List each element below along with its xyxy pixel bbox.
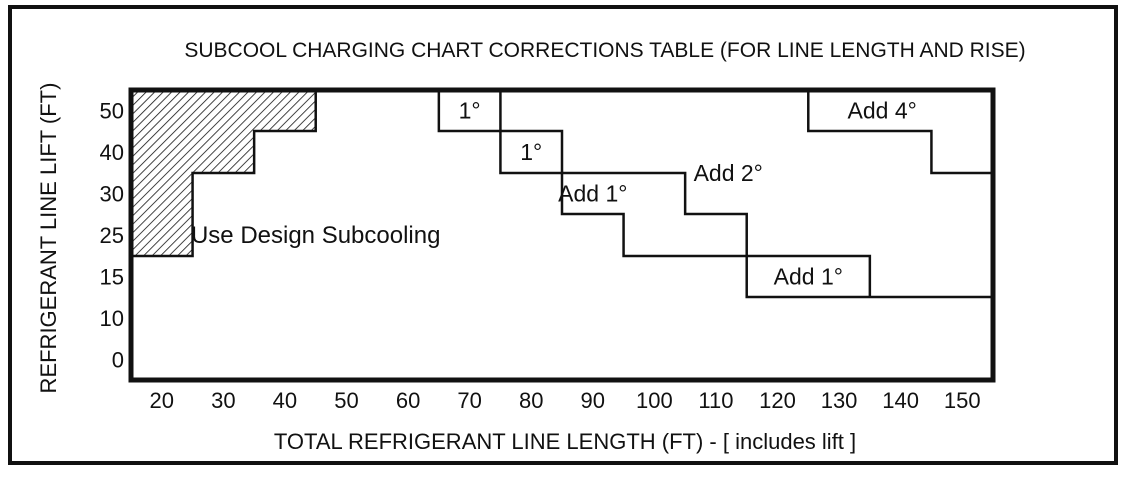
y-tick-label: 25 (100, 223, 124, 248)
region-label: 1° (459, 98, 481, 124)
excluded-region-block-3 (131, 173, 193, 256)
y-tick-label: 15 (100, 265, 124, 290)
y-axis-label: REFRIGERANT LINE LIFT (FT) (36, 83, 61, 394)
chart-title: SUBCOOL CHARGING CHART CORRECTIONS TABLE… (184, 39, 1025, 62)
y-tick-label: 40 (100, 140, 124, 165)
x-tick-label: 110 (698, 388, 733, 413)
y-tick-label: 50 (100, 99, 124, 124)
excluded-region-block-2 (131, 131, 255, 173)
excluded-region-outline (129, 88, 317, 258)
region-label: 1° (520, 139, 542, 165)
x-axis-ticks: 20 30 40 50 60 70 80 90 100 110 120 130 140 150 (150, 388, 981, 413)
region-label: Use Design Subcooling (191, 222, 440, 249)
x-tick-label: 120 (759, 388, 796, 413)
region-labels: Use Design Subcooling 1° 1° Add 1° Add 2° Add… (191, 98, 917, 290)
excluded-region (129, 88, 317, 258)
y-axis-ticks: 50 40 30 25 15 10 0 (100, 99, 124, 373)
x-tick-label: 70 (457, 388, 481, 413)
x-tick-label: 90 (581, 388, 605, 413)
boundary-2-to-4 (807, 90, 993, 175)
x-tick-label: 50 (334, 388, 358, 413)
boundary-design-to-1 (437, 90, 993, 299)
excluded-region-block-1 (131, 90, 316, 131)
y-tick-label: 0 (112, 348, 124, 373)
plot-frame (128, 87, 996, 383)
x-tick-label: 40 (273, 388, 297, 413)
region-label: Add 2° (694, 160, 763, 186)
x-axis-label: TOTAL REFRIGERANT LINE LENGTH (FT) - [ i… (274, 429, 856, 454)
region-label: Add 1° (558, 181, 627, 207)
x-tick-label: 60 (396, 388, 420, 413)
y-tick-label: 30 (100, 182, 124, 207)
x-tick-label: 20 (150, 388, 174, 413)
x-tick-label: 30 (211, 388, 235, 413)
x-tick-label: 150 (944, 388, 981, 413)
outer-frame (8, 5, 1118, 465)
x-tick-label: 140 (882, 388, 919, 413)
correction-boundaries (437, 90, 993, 299)
x-tick-label: 100 (636, 388, 673, 413)
y-tick-label: 10 (100, 306, 124, 331)
region-label: Add 1° (774, 264, 843, 290)
boundary-1-to-2 (499, 90, 872, 297)
region-label: Add 4° (848, 98, 917, 124)
x-tick-label: 130 (821, 388, 858, 413)
x-tick-label: 80 (519, 388, 543, 413)
